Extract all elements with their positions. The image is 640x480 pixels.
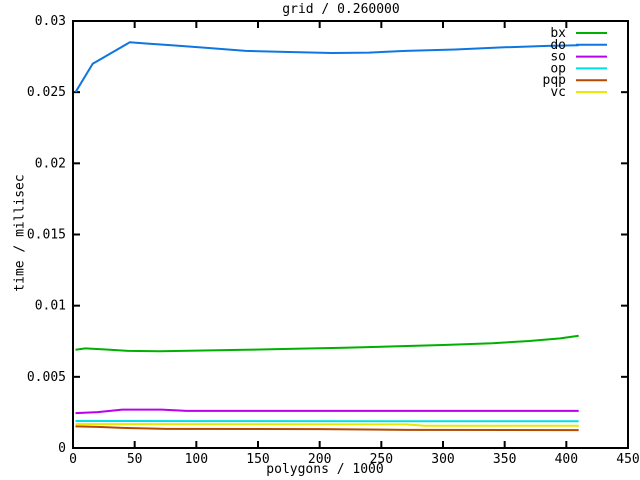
y-tick-label: 0.015 [27,228,66,243]
legend-label-do: do [550,38,566,53]
x-tick-label: 450 [616,452,639,467]
y-tick-label: 0.005 [27,370,66,385]
y-tick-label: 0.03 [35,14,66,29]
x-tick-label: 50 [127,452,143,467]
y-tick-label: 0.02 [35,156,66,171]
legend-label-so: so [550,50,566,65]
x-tick-label: 250 [370,452,393,467]
y-axis-label: time / millisec [12,174,28,292]
legend-label-vc: vc [550,85,566,100]
series-line-so [75,408,579,415]
y-tick-label: 0.025 [27,85,66,100]
y-tick-label: 0 [58,441,66,456]
chart-title: grid / 0.260000 [282,2,400,17]
x-axis-label: polygons / 1000 [266,462,384,477]
y-tick-label: 0.01 [35,299,66,314]
x-tick-label: 100 [185,452,208,467]
x-tick-label: 400 [555,452,578,467]
x-tick-label: 0 [69,452,77,467]
series-line-do [74,41,579,93]
series-line-pqp [75,425,579,432]
legend-label-pqp: pqp [543,73,567,88]
x-tick-label: 200 [308,452,331,467]
x-tick-label: 300 [431,452,454,467]
series-line-bx [75,334,579,353]
legend-label-bx: bx [550,26,566,41]
legend-label-op: op [550,61,566,76]
x-tick-label: 150 [246,452,269,467]
series-line-vc [75,423,579,427]
x-tick-label: 350 [493,452,516,467]
